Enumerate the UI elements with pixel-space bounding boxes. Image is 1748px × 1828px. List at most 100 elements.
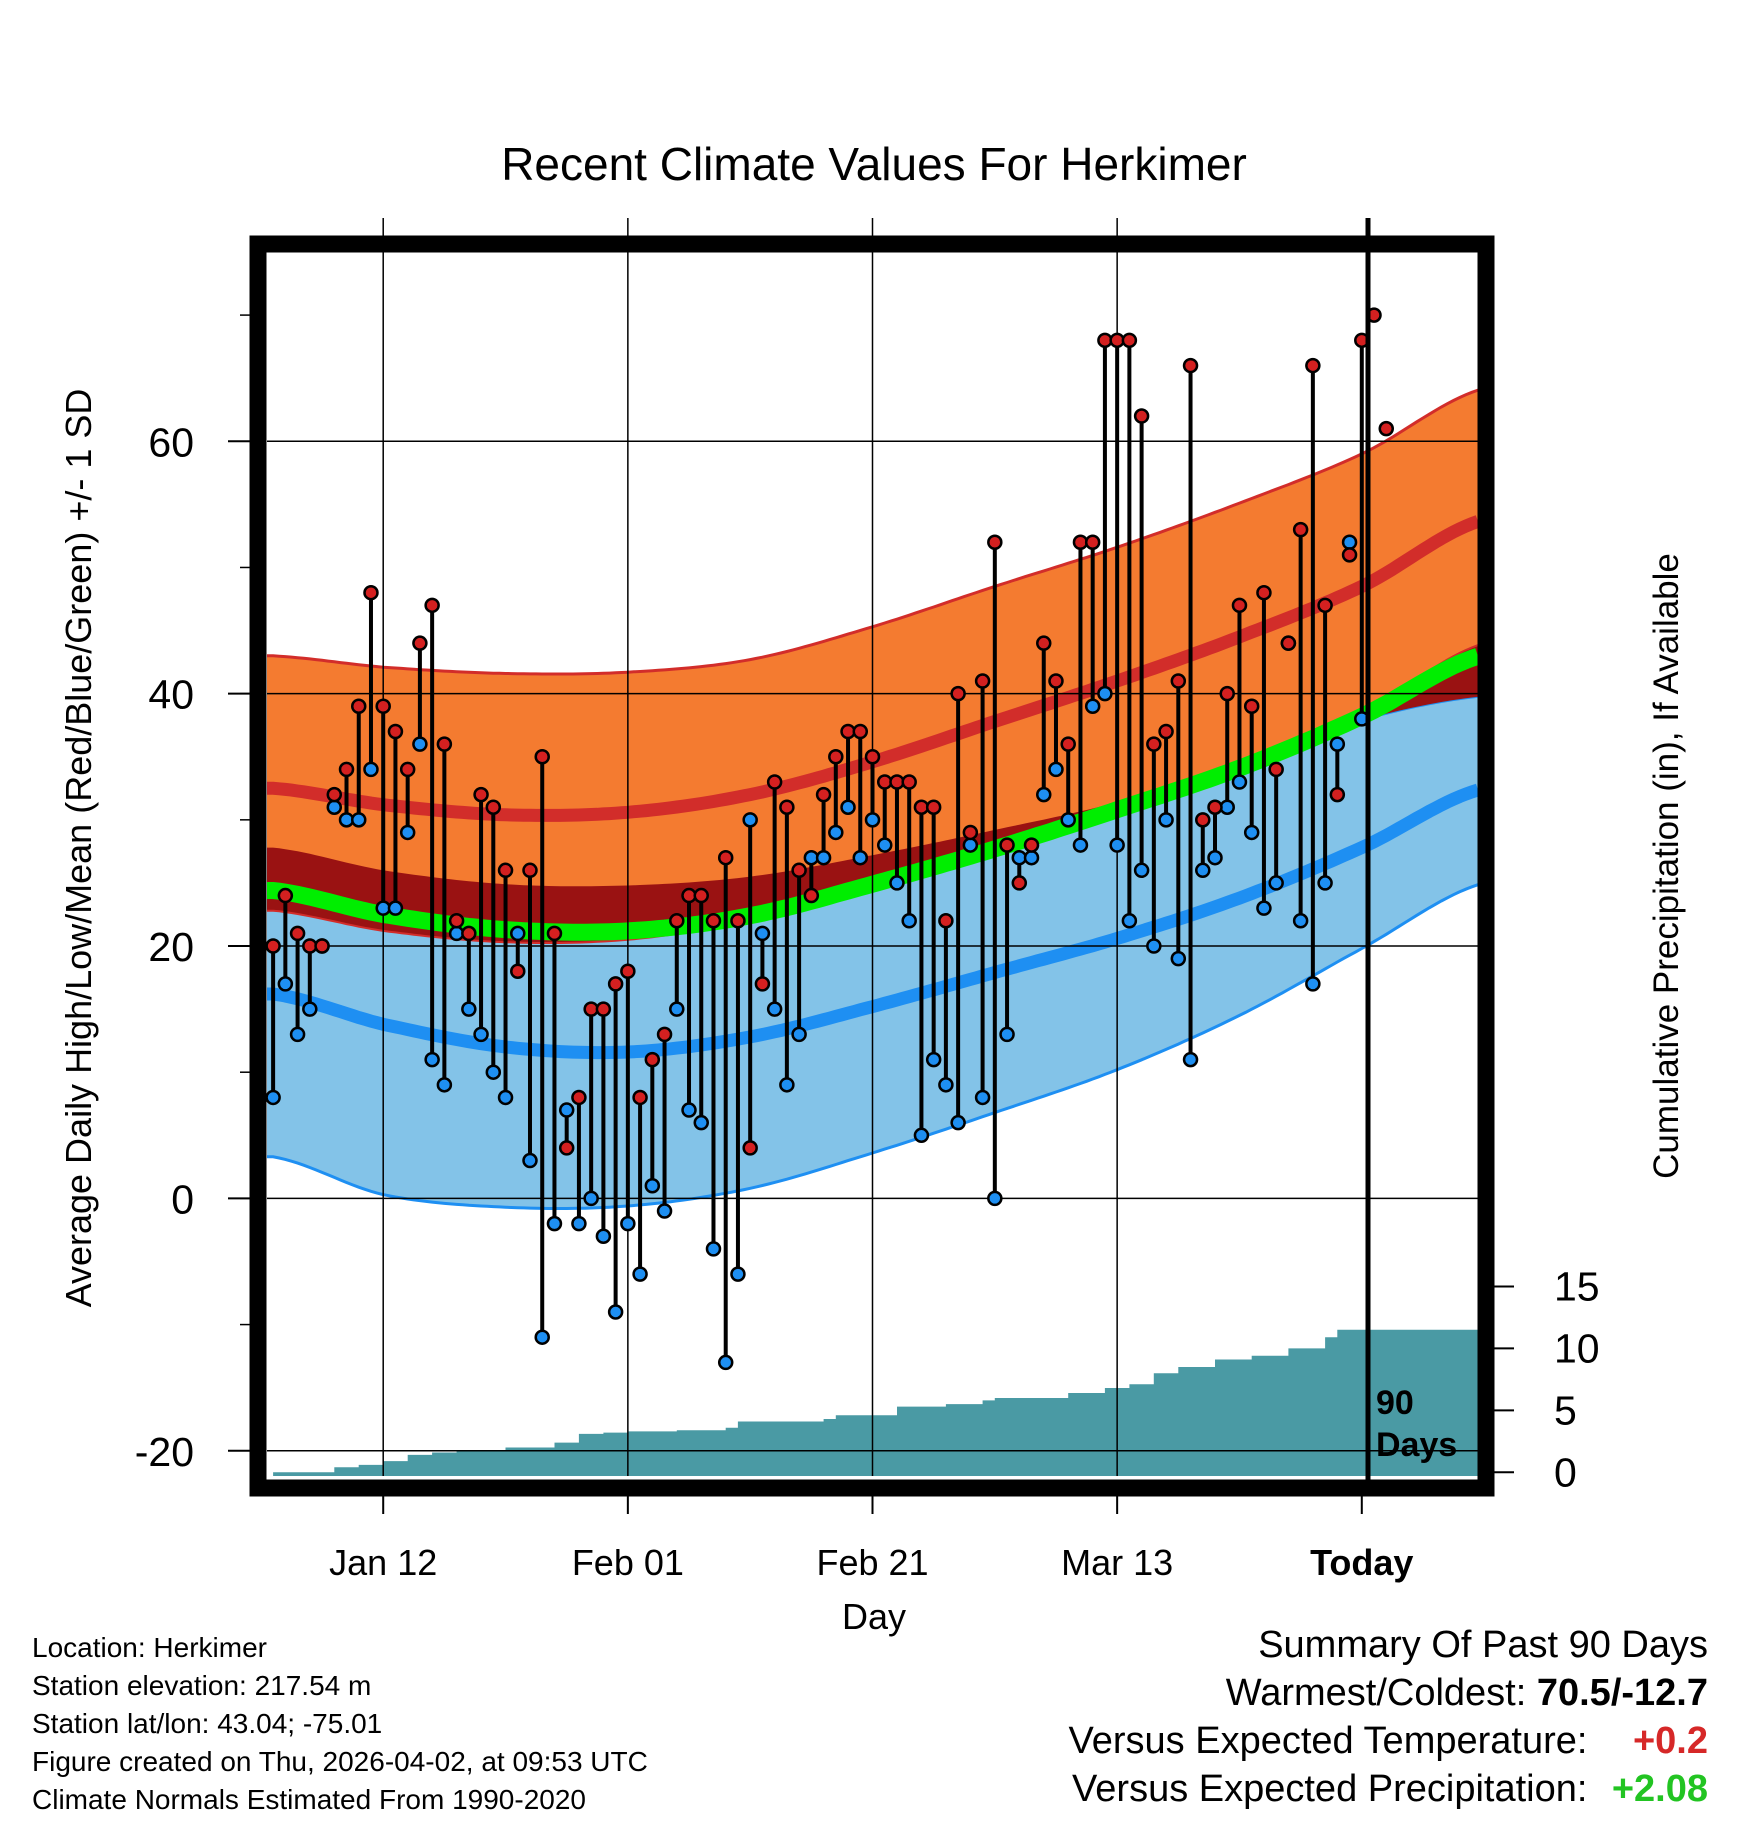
daily-low-point xyxy=(669,1001,685,1017)
daily-low-point xyxy=(974,1089,991,1106)
daily-low-point xyxy=(1207,849,1223,866)
daily-high-point xyxy=(987,534,1003,550)
daily-low-point xyxy=(1341,534,1358,550)
daily-high-point xyxy=(901,774,917,790)
daily-low-point xyxy=(1036,786,1052,803)
daily-high-point xyxy=(803,887,820,904)
daily-low-point xyxy=(852,849,869,866)
daily-low-point xyxy=(889,875,905,891)
daily-low-point xyxy=(815,849,832,866)
meta-location: Location: Herkimer xyxy=(32,1632,267,1663)
daily-low-point xyxy=(1292,913,1309,929)
daily-low-point xyxy=(656,1203,673,1219)
daily-low-point xyxy=(1146,938,1162,954)
summary-temp-label: Versus Expected Temperature: xyxy=(1068,1720,1588,1762)
daily-high-point xyxy=(1317,597,1333,614)
daily-high-point xyxy=(693,887,709,904)
daily-high-point xyxy=(1023,837,1040,853)
daily-low-point xyxy=(779,1077,795,1093)
daily-high-point xyxy=(1084,534,1101,550)
daily-high-point xyxy=(1182,357,1199,374)
daily-high-point xyxy=(363,584,379,601)
daily-high-point xyxy=(546,925,563,942)
daily-low-point xyxy=(1256,900,1272,916)
daily-high-point xyxy=(705,913,722,929)
daily-low-point xyxy=(424,1051,440,1068)
daily-high-point xyxy=(828,748,844,765)
daily-high-point xyxy=(1341,547,1358,563)
daily-high-point xyxy=(1268,761,1284,778)
daily-high-point xyxy=(424,597,440,614)
summary-warmest: Warmest/Coldest: 70.5/-12.7 xyxy=(1069,1672,1708,1720)
daily-high-point xyxy=(950,685,966,702)
daily-high-point xyxy=(742,1140,758,1156)
daily-high-point xyxy=(754,976,771,992)
daily-high-point xyxy=(534,748,550,765)
daily-high-point xyxy=(522,862,538,879)
daily-high-point xyxy=(1060,736,1076,752)
daily-high-point xyxy=(717,849,734,866)
daily-low-point xyxy=(1195,862,1211,879)
daily-low-point xyxy=(1170,950,1187,967)
daily-low-point xyxy=(1060,812,1076,828)
daily-low-point xyxy=(620,1215,636,1232)
daily-low-point xyxy=(693,1114,709,1131)
summary-warmest-label: Warmest/Coldest: xyxy=(1225,1672,1527,1714)
daily-high-point xyxy=(1329,786,1346,803)
daily-low-point xyxy=(705,1241,722,1257)
daily-high-point xyxy=(1219,685,1235,702)
daily-high-point xyxy=(497,862,514,879)
x-tick-label: Today xyxy=(1310,1542,1413,1583)
meta-normals: Climate Normals Estimated From 1990-2020 xyxy=(32,1784,586,1815)
daily-low-point xyxy=(1182,1051,1199,1068)
daily-low-point xyxy=(999,1026,1015,1043)
daily-high-point xyxy=(766,774,783,790)
daily-high-point xyxy=(1158,723,1174,740)
daily-high-point xyxy=(485,799,502,815)
daily-low-point xyxy=(950,1114,966,1131)
daily-low-point xyxy=(828,824,844,841)
y2-tick-label: 15 xyxy=(1554,1263,1600,1309)
daily-low-point xyxy=(1121,913,1138,929)
metadata-block: Location: Herkimer Station elevation: 21… xyxy=(32,1629,648,1819)
daily-high-point xyxy=(656,1026,673,1043)
daily-low-point xyxy=(730,1266,746,1282)
daily-low-point xyxy=(1084,698,1101,715)
x-tick-label: Jan 12 xyxy=(329,1542,437,1583)
daily-low-point xyxy=(1133,862,1150,879)
daily-low-point xyxy=(350,812,367,828)
daily-low-point xyxy=(913,1127,930,1144)
summary-block: Summary Of Past 90 Days Warmest/Coldest:… xyxy=(1069,1624,1708,1816)
daily-high-point xyxy=(277,887,294,904)
daily-low-point xyxy=(510,925,526,942)
daily-low-point xyxy=(681,1102,697,1118)
daily-low-point xyxy=(522,1152,538,1169)
daily-high-point xyxy=(595,1001,612,1017)
daily-low-point xyxy=(326,799,343,815)
daily-low-point xyxy=(925,1051,942,1068)
daily-low-point xyxy=(840,799,856,815)
daily-low-point xyxy=(1023,849,1040,866)
daily-low-point xyxy=(632,1266,648,1282)
summary-heading: Summary Of Past 90 Days xyxy=(1258,1624,1708,1666)
y2-tick-label: 5 xyxy=(1554,1387,1577,1433)
daily-low-point xyxy=(1317,875,1333,891)
y2-axis-label: Cumulative Precipitation (in), If Availa… xyxy=(1647,553,1686,1179)
daily-low-point xyxy=(583,1190,599,1207)
daily-low-point xyxy=(534,1329,550,1345)
daily-observations xyxy=(265,307,1395,1371)
daily-high-point xyxy=(1133,408,1150,424)
daily-low-point xyxy=(901,913,917,929)
daily-low-point xyxy=(571,1215,587,1232)
daily-high-point xyxy=(571,1089,587,1106)
chart-title: Recent Climate Values For Herkimer xyxy=(501,138,1247,190)
daily-low-point xyxy=(1048,761,1064,778)
daily-high-point xyxy=(350,698,367,715)
daily-low-point xyxy=(717,1354,734,1371)
summary-precip-label: Versus Expected Precipitation: xyxy=(1072,1768,1588,1810)
daily-low-point xyxy=(962,837,979,853)
meta-elevation: Station elevation: 217.54 m xyxy=(32,1670,372,1701)
daily-high-point xyxy=(620,963,636,980)
daily-high-point xyxy=(974,673,991,689)
